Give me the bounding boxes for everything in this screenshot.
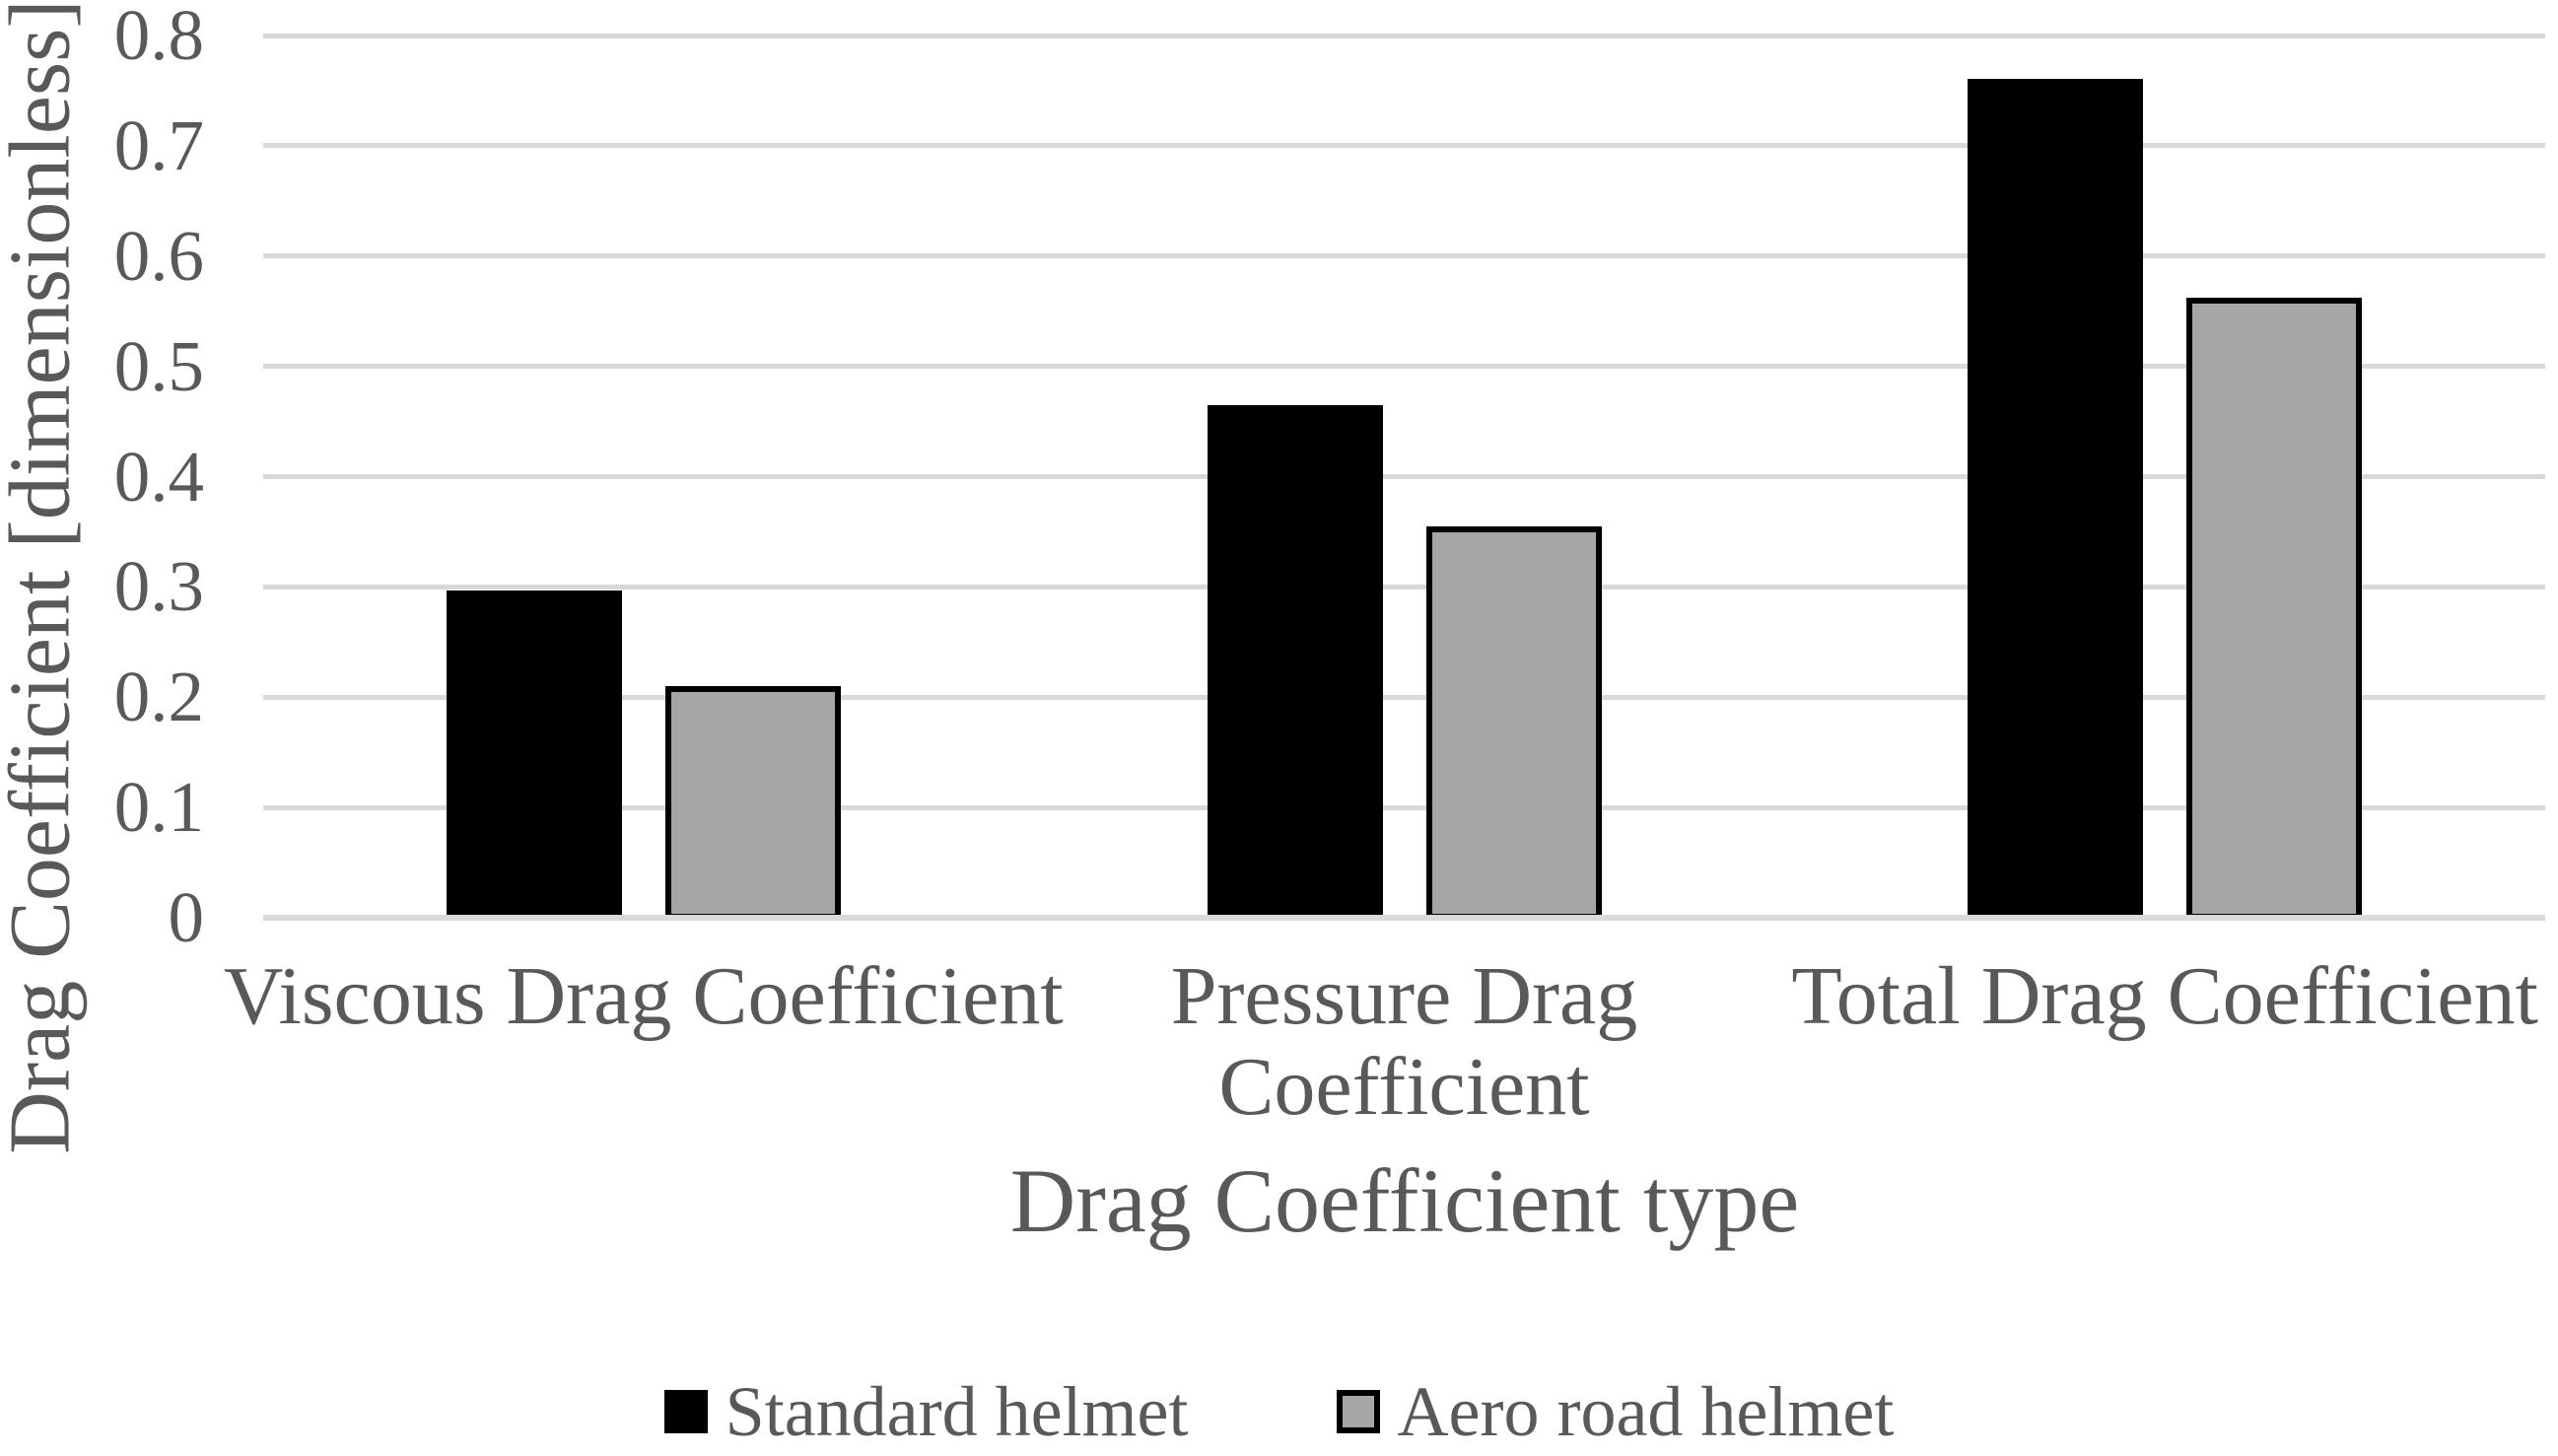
gridline xyxy=(263,143,2545,149)
legend-label: Aero road helmet xyxy=(1397,1371,1895,1451)
legend-item: Aero road helmet xyxy=(1336,1371,1895,1453)
x-axis-line xyxy=(263,915,2545,921)
gridline xyxy=(263,253,2545,259)
y-tick-label: 0.7 xyxy=(113,104,204,185)
legend-label: Standard helmet xyxy=(725,1371,1189,1451)
legend-item: Standard helmet xyxy=(663,1371,1189,1453)
x-axis-title: Drag Coefficient type xyxy=(1009,1150,1800,1251)
bar xyxy=(446,589,622,920)
legend-swatch xyxy=(663,1390,708,1433)
y-tick-label: 0.4 xyxy=(113,436,204,517)
legend-swatch xyxy=(1336,1390,1380,1433)
y-tick-label: 0.1 xyxy=(113,767,204,848)
y-tick-label: 0 xyxy=(168,877,205,957)
bar xyxy=(2186,298,2363,920)
y-tick-label: 0.3 xyxy=(113,546,204,627)
gridline xyxy=(263,33,2545,38)
y-tick-label: 0.2 xyxy=(113,657,204,737)
category-label: Viscous Drag Coefficient xyxy=(223,950,1064,1042)
category-label: Pressure Drag Coefficient xyxy=(1170,950,1638,1133)
y-tick-label: 0.5 xyxy=(113,325,204,406)
category-label: Total Drag Coefficient xyxy=(1791,950,2538,1042)
y-tick-label: 0.8 xyxy=(113,0,204,75)
y-tick-label: 0.6 xyxy=(113,215,204,296)
bar xyxy=(1968,78,2144,920)
gridline xyxy=(263,694,2545,700)
gridline xyxy=(263,804,2545,810)
gridline xyxy=(263,584,2545,589)
bar xyxy=(1425,525,1602,920)
gridline xyxy=(263,364,2545,370)
bar xyxy=(1207,404,1383,920)
gridline xyxy=(263,474,2545,479)
legend: Standard helmet Aero road helmet xyxy=(0,1368,2558,1455)
bar xyxy=(664,686,841,920)
